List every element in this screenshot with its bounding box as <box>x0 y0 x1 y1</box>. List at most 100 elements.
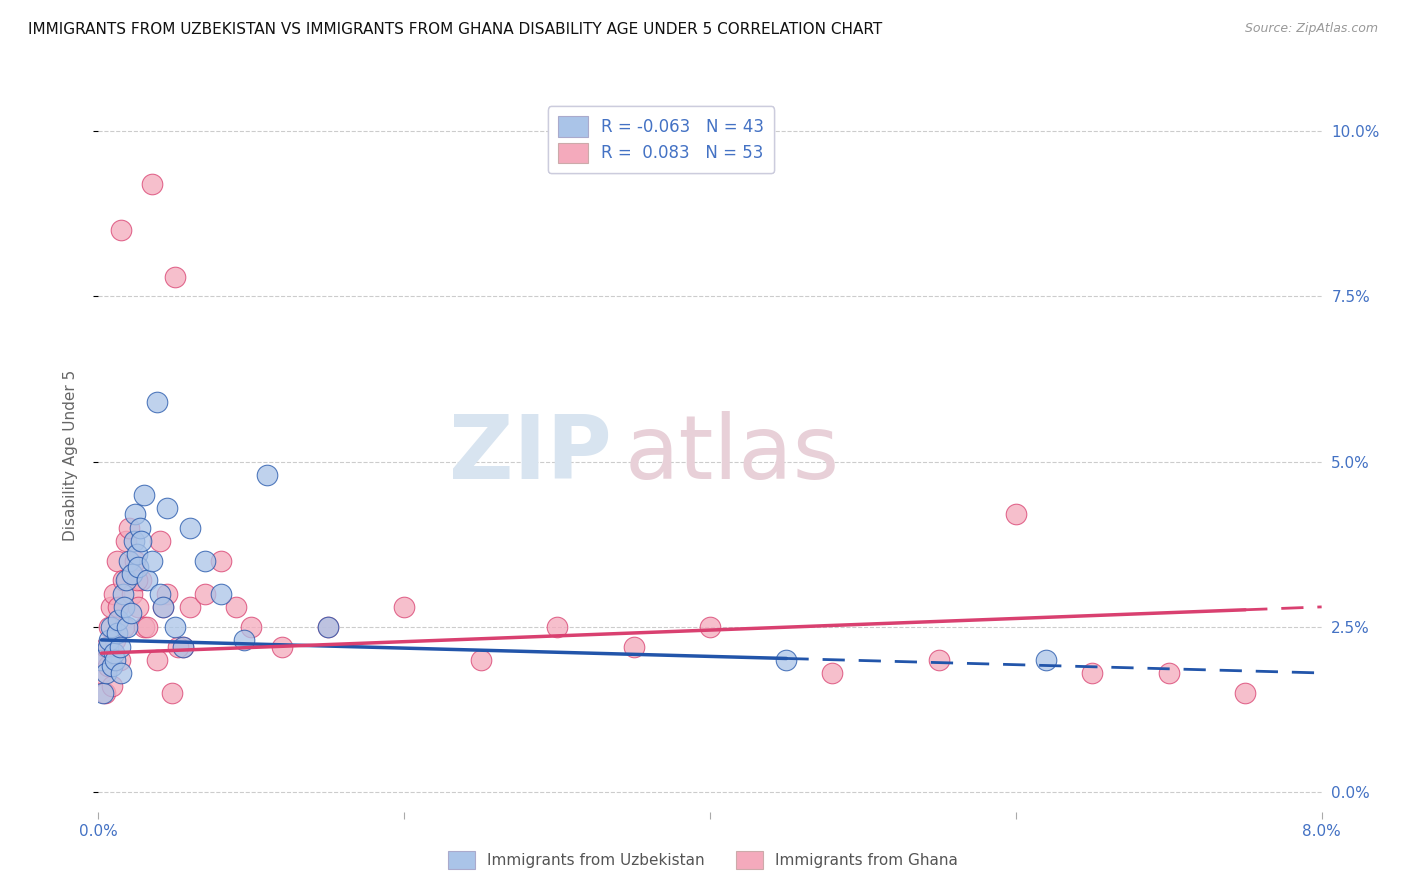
Point <box>129 533 152 548</box>
Text: ZIP: ZIP <box>450 411 612 499</box>
Point <box>125 547 148 561</box>
Text: IMMIGRANTS FROM UZBEKISTAN VS IMMIGRANTS FROM GHANA DISABILITY AGE UNDER 5 CORRE: IMMIGRANTS FROM UZBEKISTAN VS IMMIGRANTS… <box>28 22 883 37</box>
Point <box>1234 686 1257 700</box>
Point <box>115 574 138 588</box>
Point <box>179 520 201 534</box>
Point <box>105 554 128 568</box>
Point <box>1035 653 1057 667</box>
Point <box>623 640 645 654</box>
Point <box>145 395 167 409</box>
Point <box>118 554 141 568</box>
Point <box>928 653 950 667</box>
Point <box>167 640 190 654</box>
Point <box>120 607 142 621</box>
Point <box>94 665 117 680</box>
Point <box>179 599 201 614</box>
Legend: R = -0.063   N = 43, R =  0.083   N = 53: R = -0.063 N = 43, R = 0.083 N = 53 <box>548 106 775 173</box>
Point <box>103 646 125 660</box>
Point <box>134 620 156 634</box>
Point <box>127 599 149 614</box>
Point <box>104 653 127 667</box>
Point <box>112 599 135 614</box>
Point <box>152 599 174 614</box>
Point <box>209 587 232 601</box>
Point <box>107 613 129 627</box>
Point <box>699 620 721 634</box>
Point <box>141 554 163 568</box>
Point <box>316 620 339 634</box>
Point <box>118 520 141 534</box>
Point <box>115 533 138 548</box>
Point <box>108 640 131 654</box>
Point <box>392 599 416 614</box>
Point <box>93 686 115 700</box>
Point <box>103 587 125 601</box>
Point <box>232 632 254 647</box>
Point <box>821 665 844 680</box>
Point <box>125 574 148 588</box>
Point <box>156 587 179 601</box>
Point <box>108 653 131 667</box>
Legend: Immigrants from Uzbekistan, Immigrants from Ghana: Immigrants from Uzbekistan, Immigrants f… <box>441 845 965 875</box>
Point <box>90 653 112 667</box>
Point <box>107 599 129 614</box>
Point <box>152 599 174 614</box>
Point <box>117 574 139 588</box>
Point <box>97 659 120 673</box>
Point <box>775 653 797 667</box>
Point <box>225 599 247 614</box>
Point <box>209 554 232 568</box>
Y-axis label: Disability Age Under 5: Disability Age Under 5 <box>63 369 77 541</box>
Point <box>101 679 124 693</box>
Point <box>101 659 124 673</box>
Point <box>172 640 194 654</box>
Point <box>90 665 112 680</box>
Point <box>100 599 122 614</box>
Point <box>470 653 492 667</box>
Point <box>1004 508 1026 522</box>
Point <box>124 508 146 522</box>
Text: atlas: atlas <box>624 411 839 499</box>
Point <box>141 177 163 191</box>
Point <box>94 640 117 654</box>
Point <box>316 620 339 634</box>
Point <box>149 587 172 601</box>
Point <box>149 533 172 548</box>
Point <box>546 620 568 634</box>
Point <box>134 487 156 501</box>
Point <box>270 640 294 654</box>
Point <box>91 686 114 700</box>
Point <box>104 632 127 647</box>
Point <box>100 620 122 634</box>
Point <box>194 554 217 568</box>
Point <box>111 574 134 588</box>
Point <box>110 665 132 680</box>
Point <box>128 520 150 534</box>
Point <box>136 620 159 634</box>
Point <box>98 620 121 634</box>
Point <box>1157 665 1180 680</box>
Point <box>1081 665 1104 680</box>
Point <box>160 686 183 700</box>
Point <box>112 620 135 634</box>
Point <box>172 640 194 654</box>
Point <box>163 620 186 634</box>
Point <box>122 533 145 548</box>
Point <box>105 626 128 640</box>
Point <box>97 640 120 654</box>
Point <box>121 566 143 581</box>
Point <box>117 620 139 634</box>
Point <box>129 574 152 588</box>
Text: Source: ZipAtlas.com: Source: ZipAtlas.com <box>1244 22 1378 36</box>
Point <box>98 632 121 647</box>
Point <box>156 500 179 515</box>
Point <box>111 587 134 601</box>
Point <box>121 587 143 601</box>
Point <box>256 467 278 482</box>
Point <box>127 560 149 574</box>
Point <box>194 587 217 601</box>
Point <box>240 620 263 634</box>
Point <box>124 554 146 568</box>
Point <box>91 653 114 667</box>
Point <box>163 269 186 284</box>
